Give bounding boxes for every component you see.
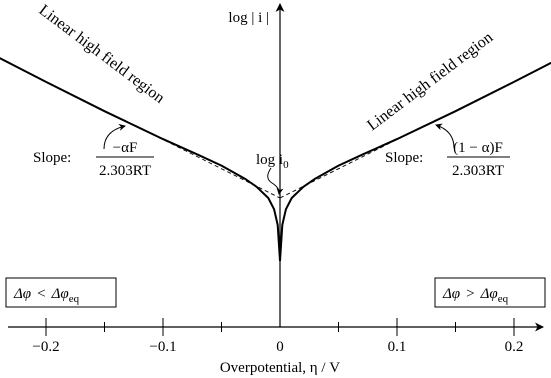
exchange-current-sub: 0 [283,159,289,171]
left-region-label: Linear high field region [36,2,168,107]
left-condition-rhs: Δφ [51,286,69,302]
left-slope-numerator: −αF [113,140,138,156]
right-condition-rhs-sub: eq [498,293,509,305]
x-tick-label: 0.2 [505,339,524,355]
extrapolation-dashed-line [139,127,281,199]
x-ticks [45,318,515,336]
x-tick-label: −0.1 [149,339,176,355]
cathodic-branch-curve [0,57,281,262]
x-tick-label: −0.2 [32,339,59,355]
y-axis-label: log | i | [228,10,269,26]
x-axis-label: Overpotential, η / V [220,360,340,376]
left-condition-rhs-sub: eq [69,293,80,305]
right-slope-denominator: 2.303RT [452,163,504,179]
left-condition-op: < [37,286,45,302]
right-slope-pointer [435,123,455,149]
right-slope-numerator: (1 − α)F [453,140,503,156]
anodic-branch-curve [279,61,551,262]
x-tick-label: 0 [276,339,284,355]
right-region-label: Linear high field region [364,29,496,134]
exchange-current-label: log i0 [256,152,289,171]
x-tick-labels: −0.2 −0.1 0 0.1 0.2 [32,339,523,355]
curves [0,57,551,262]
left-condition-lhs: Δφ [13,286,31,302]
right-condition-op: > [466,286,474,302]
left-slope-pointer [103,123,126,150]
extrapolation-dashed-line [279,127,421,199]
x-tick-label: 0.1 [388,339,407,355]
left-condition-box [5,277,117,308]
right-condition-box [434,277,546,308]
exchange-current-main: log i [256,152,283,168]
right-slope-prefix: Slope: [385,150,423,166]
right-condition-lhs: Δφ [442,286,460,302]
left-slope-prefix: Slope: [33,150,71,166]
exchange-current-pointer [267,167,284,195]
right-condition-text: Δφ > Δφeq [442,286,509,305]
right-condition-rhs: Δφ [480,286,498,302]
left-slope-denominator: 2.303RT [99,163,151,179]
left-condition-text: Δφ < Δφeq [13,286,80,305]
